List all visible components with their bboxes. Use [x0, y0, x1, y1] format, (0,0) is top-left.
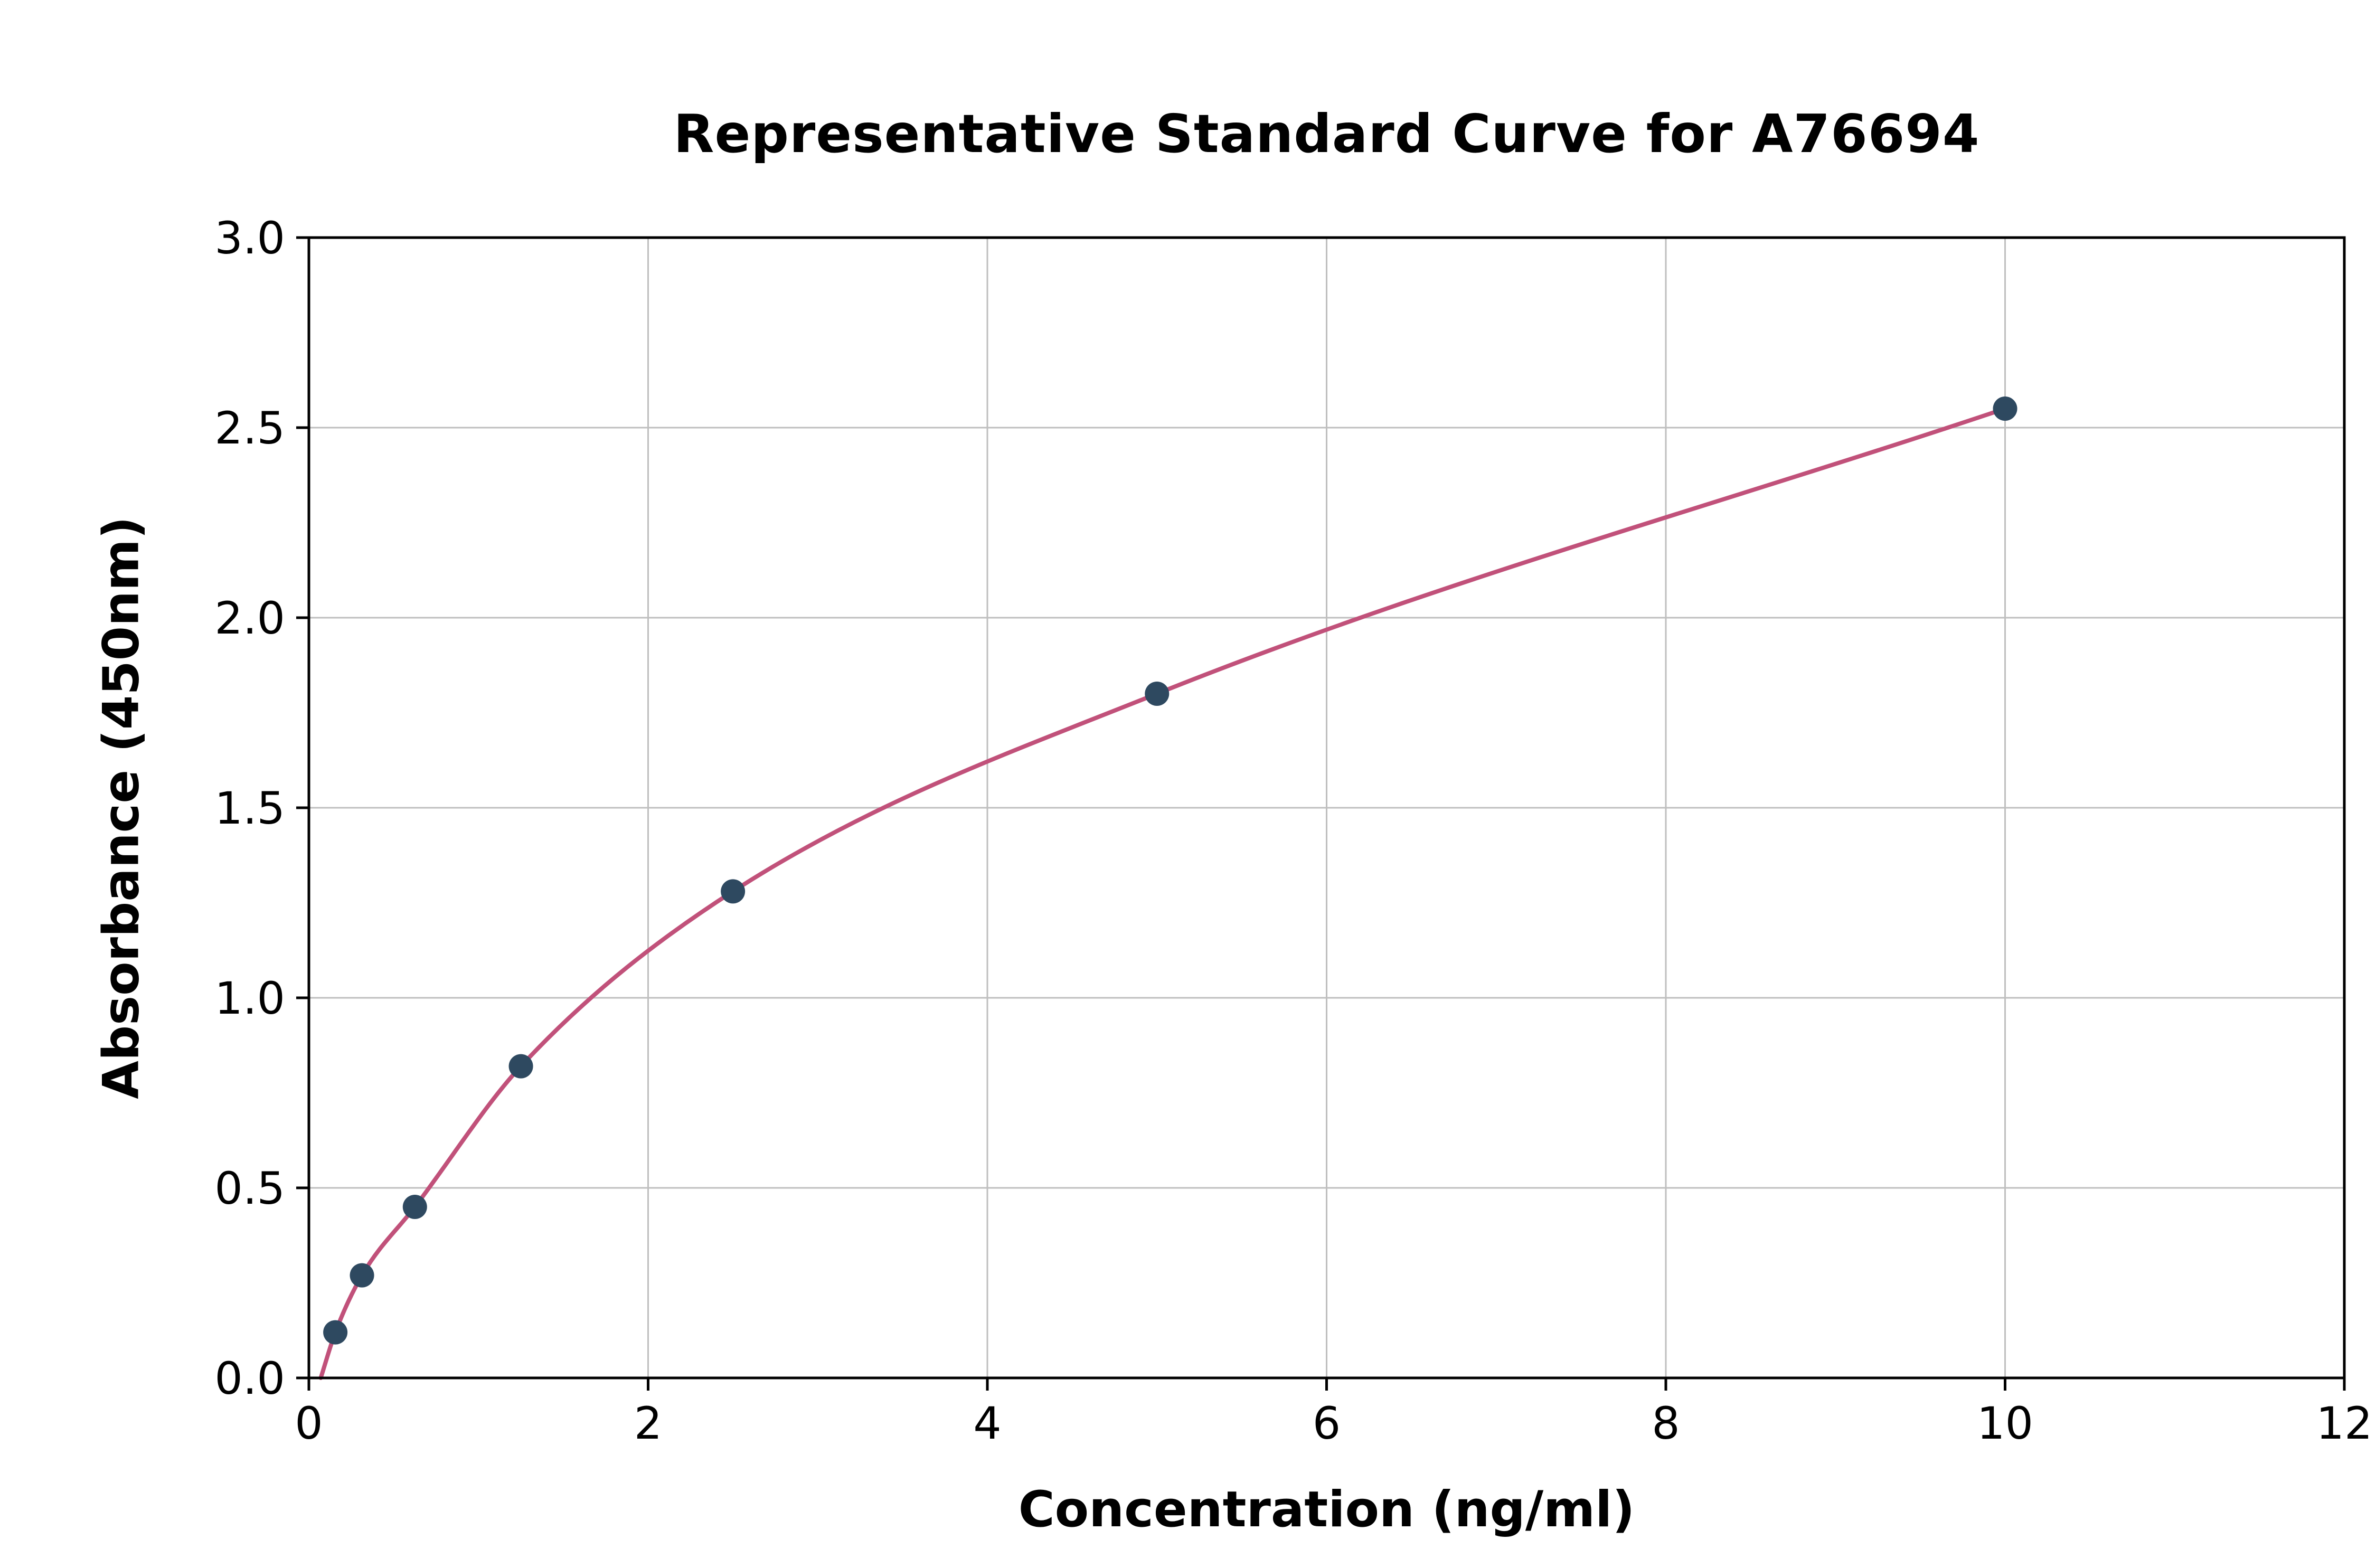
y-tick-label: 0.0: [214, 1353, 285, 1404]
data-point: [508, 1054, 533, 1079]
data-point: [1145, 682, 1170, 706]
x-tick-label: 6: [1313, 1397, 1341, 1449]
data-point: [402, 1195, 427, 1219]
chart-title: Representative Standard Curve for A76694: [673, 103, 1980, 165]
x-tick-label: 4: [973, 1397, 1001, 1449]
x-tick-label: 12: [2316, 1397, 2373, 1449]
y-tick-label: 2.5: [214, 402, 285, 454]
data-point: [350, 1263, 374, 1288]
plot-border: [307, 236, 2346, 1380]
y-tick-label: 0.5: [214, 1163, 285, 1214]
y-tick-label: 2.0: [214, 592, 285, 644]
y-tick-label: 1.5: [214, 782, 285, 834]
data-point: [1993, 396, 2017, 421]
fit-curve: [318, 407, 2007, 1380]
x-tick-label: 0: [295, 1397, 323, 1449]
data-point: [323, 1320, 348, 1345]
x-axis-label: Concentration (ng/ml): [1018, 1481, 1635, 1538]
x-tick-label: 10: [1977, 1397, 2033, 1449]
data-point: [721, 879, 746, 904]
y-tick-label: 1.0: [214, 972, 285, 1024]
x-tick-label: 2: [634, 1397, 662, 1449]
y-tick-label: 3.0: [214, 212, 285, 264]
x-tick-label: 8: [1652, 1397, 1680, 1449]
